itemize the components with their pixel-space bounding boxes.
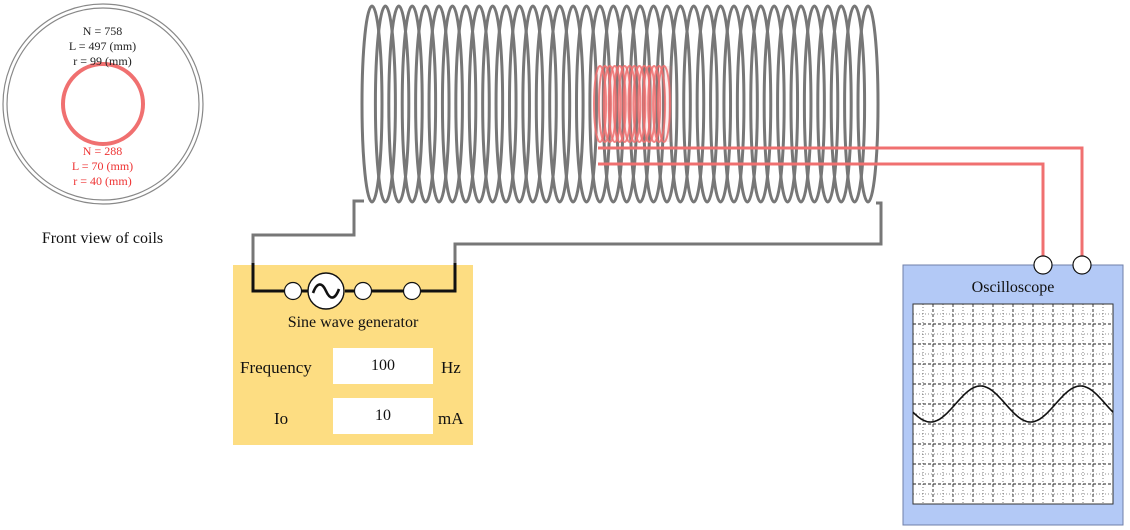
outer-coil-loop xyxy=(816,4,840,204)
outer-coil-loop xyxy=(400,4,424,204)
secondary-wire-outer xyxy=(598,146,1084,258)
outer-coil-loop xyxy=(802,4,826,204)
inner-coil-r-text: r = 40 (mm) xyxy=(73,174,132,188)
secondary-wire-inner xyxy=(598,162,1045,258)
oscilloscope-trace xyxy=(912,385,1114,423)
outer-coil-front-ring-inner xyxy=(6,7,200,201)
generator-wire-right-front xyxy=(421,265,457,293)
outer-coil-loop xyxy=(481,4,505,204)
frequency-label: Frequency xyxy=(240,358,312,377)
outer-coil-loop xyxy=(856,4,880,204)
outer-coil-loop xyxy=(360,4,384,204)
current-input[interactable] xyxy=(333,398,433,434)
inner-coil-front-ring xyxy=(61,62,145,146)
outer-coil-loop xyxy=(387,4,411,204)
inner-coil-loop xyxy=(607,65,622,143)
current-unit: mA xyxy=(438,409,464,428)
inner-coil-loop xyxy=(647,65,662,143)
terminal-mid[interactable] xyxy=(353,281,373,301)
outer-coil-l-text: L = 497 (mm) xyxy=(68,39,137,53)
outer-coil-loop xyxy=(561,4,585,204)
outer-coil-loop xyxy=(588,4,612,204)
oscilloscope-title: Oscilloscope xyxy=(971,279,1055,296)
outer-coil-loop xyxy=(655,4,679,204)
outer-coil-loop xyxy=(521,4,545,204)
sine-source-icon xyxy=(307,272,345,310)
outer-coil-loop xyxy=(440,4,464,204)
outer-coil-loop xyxy=(507,4,531,204)
outer-coil-front-ring xyxy=(2,3,204,205)
inner-coil xyxy=(593,65,672,143)
oscilloscope-grid xyxy=(913,304,1113,504)
primary-wires xyxy=(251,199,883,263)
oscilloscope-terminal-2[interactable] xyxy=(1072,255,1092,275)
outer-coil-loop xyxy=(467,4,491,204)
inner-coil-loop xyxy=(622,65,637,143)
frequency-unit: Hz xyxy=(441,358,461,377)
outer-coil-loop xyxy=(709,4,733,204)
oscilloscope-terminal-1[interactable] xyxy=(1033,255,1053,275)
outer-coil-loop xyxy=(695,4,719,204)
outer-coil-loop xyxy=(414,4,438,204)
inner-coil-loop xyxy=(602,65,617,143)
outer-coil-loop xyxy=(735,4,759,204)
inner-coil-loop xyxy=(617,65,632,143)
inner-coil-loop xyxy=(652,65,667,143)
outer-coil-loop xyxy=(762,4,786,204)
frequency-input[interactable] xyxy=(333,348,433,384)
outer-coil-loop xyxy=(843,4,867,204)
inner-coil-loop xyxy=(642,65,657,143)
outer-coil-loop xyxy=(427,4,451,204)
primary-wire-left xyxy=(251,199,364,263)
inner-coil-loop xyxy=(597,65,612,143)
outer-coil-r-text: r = 99 (mm) xyxy=(73,54,132,68)
outer-coil-loop xyxy=(789,4,813,204)
generator-title: Sine wave generator xyxy=(287,314,419,331)
outer-coil-loop xyxy=(454,4,478,204)
front-view xyxy=(2,3,204,205)
generator-wires-front xyxy=(251,265,457,293)
terminal-right[interactable] xyxy=(402,281,422,301)
primary-wire-right xyxy=(453,201,883,263)
inner-coil-n-text: N = 288 xyxy=(82,144,123,158)
current-label: Io xyxy=(274,409,289,428)
outer-coil-loop xyxy=(494,4,518,204)
inner-coil-loop xyxy=(632,65,647,143)
outer-coil-loop xyxy=(682,4,706,204)
front-view-label: Front view of coils xyxy=(41,230,164,247)
outer-coil-loop xyxy=(548,4,572,204)
outer-coil-loop xyxy=(829,4,853,204)
terminal-left[interactable] xyxy=(283,281,303,301)
generator-wire-left-front xyxy=(251,265,284,293)
outer-coil-loop xyxy=(373,4,397,204)
inner-coil-loop xyxy=(657,65,671,143)
inner-coil-loop xyxy=(612,65,627,143)
outer-coil-loop xyxy=(574,4,598,204)
inner-coil-loop xyxy=(627,65,642,143)
outer-coil-loop xyxy=(534,4,558,204)
outer-coil-loop xyxy=(722,4,746,204)
inner-coil-loop xyxy=(593,65,607,143)
inner-coil-l-text: L = 70 (mm) xyxy=(71,159,134,173)
inner-coil-loop xyxy=(637,65,652,143)
outer-coil-loop xyxy=(776,4,800,204)
outer-coil xyxy=(360,4,880,204)
outer-coil-loop xyxy=(749,4,773,204)
outer-coil-n-text: N = 758 xyxy=(82,24,123,38)
secondary-wires xyxy=(598,146,1084,258)
